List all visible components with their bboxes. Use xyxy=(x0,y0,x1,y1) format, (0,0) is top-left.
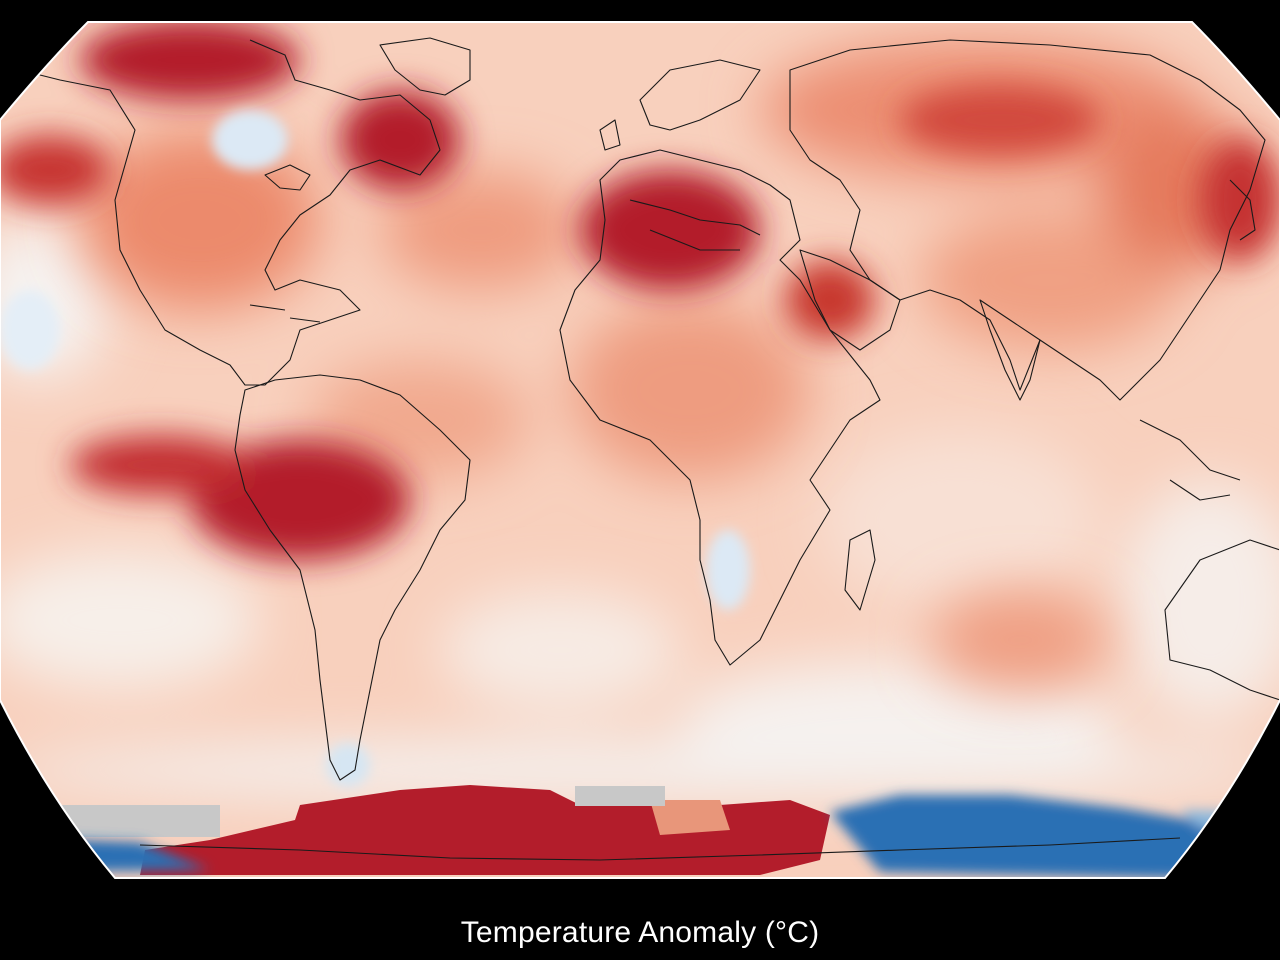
hot-eastern-pacific xyxy=(70,435,250,495)
warm-north-atlantic xyxy=(380,170,580,290)
no-data-center xyxy=(575,786,665,806)
cool-north-america-center xyxy=(212,110,288,170)
legend-caption: Temperature Anomaly (°C) xyxy=(460,916,820,949)
antarctica-warm-mid xyxy=(650,800,730,835)
coast-british-isles xyxy=(599,119,621,151)
neutral-south-pacific xyxy=(0,550,260,690)
coast-south-america xyxy=(234,374,471,781)
coast-japan xyxy=(1229,179,1256,241)
neutral-far-south xyxy=(0,740,1280,800)
cool-southern-africa xyxy=(706,530,750,610)
hot-arctic-canada xyxy=(80,22,300,100)
antarctica-cool-east xyxy=(830,795,1280,878)
coast-scandinavia xyxy=(639,59,761,131)
coast-southeast-asia-islands xyxy=(1139,419,1241,501)
cool-north-pacific-west xyxy=(0,290,60,370)
coast-mediterranean xyxy=(629,199,761,251)
warm-indian-south xyxy=(930,590,1110,690)
strong-warm-regions xyxy=(0,22,1280,560)
neutral-indian-ocean xyxy=(820,430,1100,610)
hot-northwest-pacific xyxy=(0,135,110,205)
hot-greenland-labrador xyxy=(340,90,460,190)
coast-north-america xyxy=(19,39,441,386)
coast-madagascar xyxy=(844,529,876,611)
anomaly-field xyxy=(0,22,1280,878)
coast-great-lakes xyxy=(264,164,311,191)
coast-asia xyxy=(789,39,1266,401)
neutral-south-atlantic xyxy=(440,590,680,710)
no-data-west xyxy=(30,805,220,837)
cool-patagonia xyxy=(326,743,370,787)
map-outline xyxy=(0,21,1280,879)
coastlines xyxy=(19,37,1280,861)
warm-north-america xyxy=(80,130,320,310)
hot-siberia-north xyxy=(900,85,1100,155)
warm-africa-central xyxy=(570,300,810,480)
hot-japan xyxy=(1200,140,1280,260)
hot-mediterranean-sahara xyxy=(580,170,760,290)
warm-tropical-atlantic xyxy=(310,360,530,480)
coast-europe-africa xyxy=(559,149,881,666)
hot-arabia xyxy=(785,260,875,340)
coast-antarctica xyxy=(139,837,1181,861)
coast-india xyxy=(979,299,1041,401)
cool-regions xyxy=(0,110,750,787)
near-zero-regions xyxy=(0,220,1280,800)
coast-greenland xyxy=(379,37,471,96)
coast-arabia xyxy=(799,249,901,351)
neutral-pacific-west xyxy=(1120,480,1280,720)
coast-australia xyxy=(1164,539,1280,701)
temperature-anomaly-map xyxy=(0,21,1280,879)
coast-caribbean xyxy=(249,304,321,323)
